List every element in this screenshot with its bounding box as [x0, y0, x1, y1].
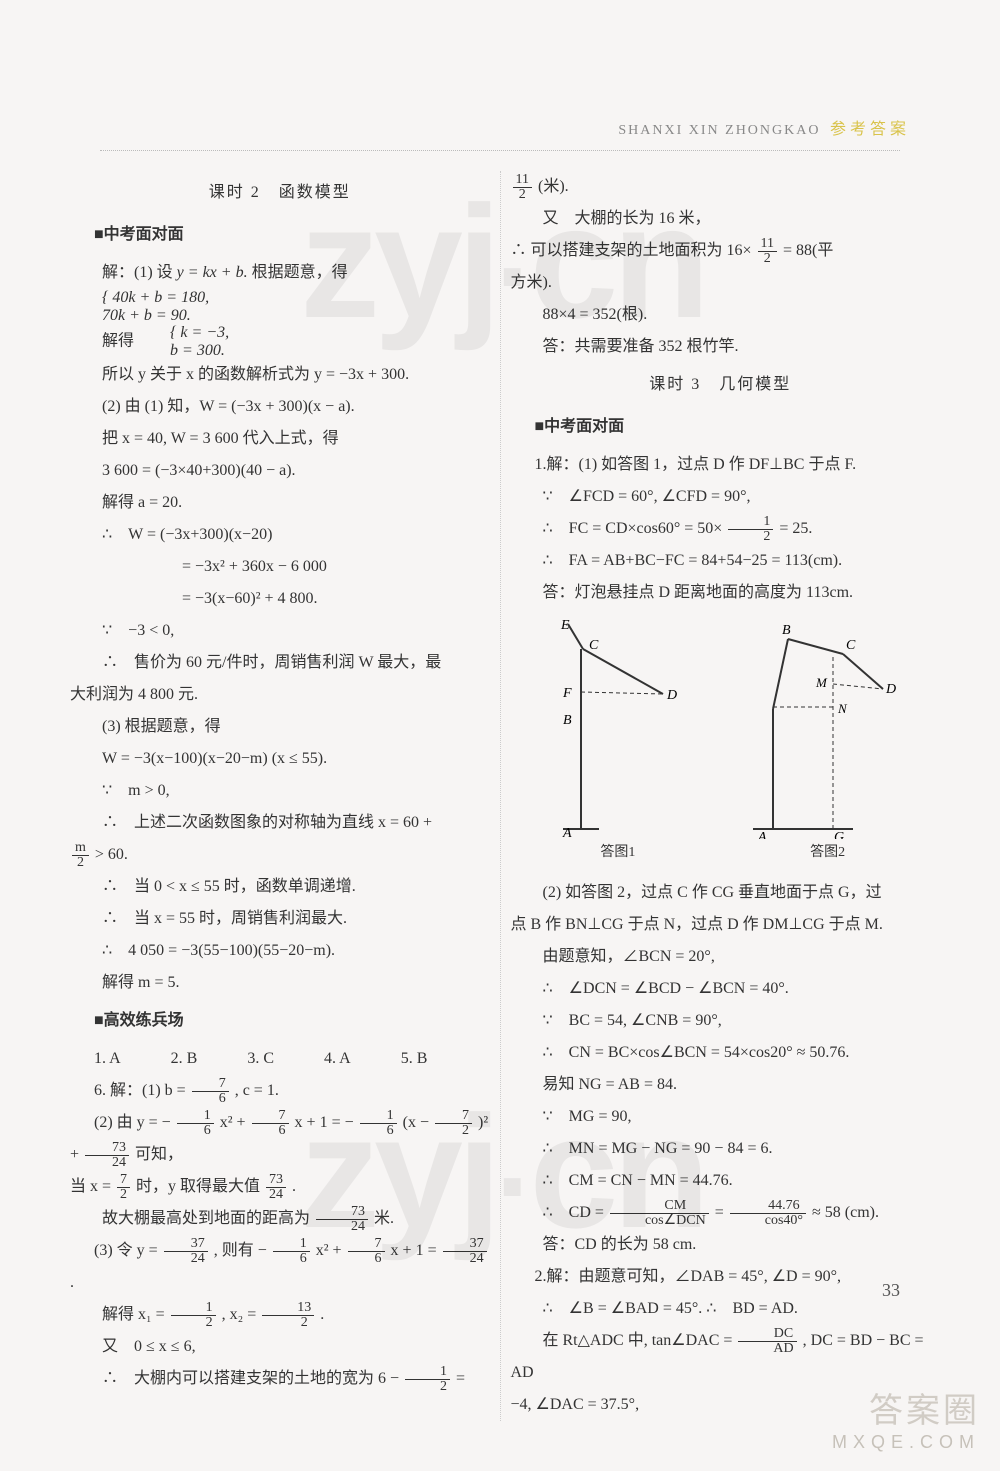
header-pinyin: SHANXI XIN ZHONGKAO	[618, 123, 820, 138]
text-line: 大利润为 4 800 元.	[70, 679, 490, 711]
two-columns: 课时 2 函数模型 ■中考面对面 解：(1) 设 y = kx + b. 根据题…	[60, 171, 940, 1421]
svg-text:A: A	[562, 826, 572, 839]
text-line: ∴ ∠DCN = ∠BCD − ∠BCN = 40°.	[511, 973, 931, 1005]
text-line: 解得 x₁ = 12 , x₂ = 132 .	[70, 1299, 490, 1331]
text-line: 3 600 = (−3×40+300)(40 − a).	[70, 455, 490, 487]
text-line: ∴ FA = AB+BC−FC = 84+54−25 = 113(cm).	[511, 545, 931, 577]
text-line: 88×4 = 352(根).	[511, 299, 931, 331]
fraction: m2	[72, 841, 89, 870]
svg-text:A: A	[757, 830, 767, 839]
text-line: ∴ 4 050 = −3(55−100)(55−20−m).	[70, 935, 490, 967]
text-line: ∴ MN = MG − NG = 90 − 84 = 6.	[511, 1133, 931, 1165]
text-line: ∴ 上述二次函数图象的对称轴为直线 x = 60 +	[70, 807, 490, 839]
text-line: 当 x = 72 时，y 取得最大值 7324 .	[70, 1171, 490, 1203]
text-line: ∴ FC = CD×cos60° = 50× 12 = 25.	[511, 513, 931, 545]
right-section-title: 课时 3 几何模型	[511, 369, 931, 401]
mc-answers: 1. A 2. B 3. C 4. A 5. B	[70, 1043, 490, 1075]
svg-text:D: D	[885, 682, 896, 697]
text-line: ∴ CN = BC×cos∠BCN = 54×cos20° ≈ 50.76.	[511, 1037, 931, 1069]
text-line: ∴ 大棚内可以搭建支架的土地的宽为 6 − 12 =	[70, 1363, 490, 1395]
svg-text:B: B	[563, 713, 572, 728]
text-line: 又 0 ≤ x ≤ 6,	[70, 1331, 490, 1363]
text-line: ∴ 可以搭建支架的土地面积为 16× 112 = 88(平	[511, 235, 931, 267]
text-line: = −3x² + 360x − 6 000	[70, 551, 490, 583]
right-head-1: ■中考面对面	[511, 411, 931, 443]
text-line: 2.解：由题意可知，∠DAB = 45°, ∠D = 90°,	[511, 1261, 931, 1293]
text-line: 答：灯泡悬挂点 D 距离地面的高度为 113cm.	[511, 577, 931, 609]
text-line: 答：CD 的长为 58 cm.	[511, 1229, 931, 1261]
left-head-2: ■高效练兵场	[70, 1005, 490, 1037]
text-line: ∴ CM = CN − MN = 44.76.	[511, 1165, 931, 1197]
text-line: 112 (米).	[511, 171, 931, 203]
page-number: 33	[882, 1280, 900, 1301]
text-line: m2 > 60.	[70, 839, 490, 871]
header-zh: 参考答案	[830, 121, 910, 138]
text-line: ∴ CD = CMcos∠DCN = 44.76cos40° ≈ 58 (cm)…	[511, 1197, 931, 1229]
svg-text:B: B	[782, 623, 791, 638]
text-line: 点 B 作 BN⊥CG 于点 N，过点 D 作 DM⊥CG 于点 M.	[511, 909, 931, 941]
text-line: 又 大棚的长为 16 米，	[511, 203, 931, 235]
svg-text:N: N	[837, 701, 848, 716]
text-line: ∴ 当 x = 55 时，周销售利润最大.	[70, 903, 490, 935]
text-line: 6. 解：(1) b = 76 , c = 1.	[70, 1075, 490, 1107]
page: SHANXI XIN ZHONGKAO 参考答案 zyj·cn zyj·cn 课…	[0, 0, 1000, 1471]
svg-text:F: F	[562, 686, 572, 701]
figure-1: E C F D B A 答图1	[533, 619, 703, 867]
left-column: 课时 2 函数模型 ■中考面对面 解：(1) 设 y = kx + b. 根据题…	[60, 171, 501, 1421]
text-line: W = −3(x−100)(x−20−m) (x ≤ 55).	[70, 743, 490, 775]
text-line: 在 Rt△ADC 中, tan∠DAC = DCAD , DC = BD − B…	[511, 1325, 931, 1389]
fig2-caption: 答图2	[748, 839, 908, 867]
top-rule	[100, 150, 900, 151]
text-line: (3) 令 y = 3724 , 则有 − 16 x² + 76 x + 1 =…	[70, 1235, 490, 1299]
page-header: SHANXI XIN ZHONGKAO 参考答案	[618, 115, 910, 139]
text-line: 答：共需要准备 352 根竹竿.	[511, 331, 931, 363]
text-line: ∵ ∠FCD = 60°, ∠CFD = 90°,	[511, 481, 931, 513]
text-line: ∴ W = (−3x+300)(x−20)	[70, 519, 490, 551]
svg-text:M: M	[815, 675, 828, 690]
figures-row: E C F D B A 答图1	[511, 619, 931, 867]
text-line: 解得 a = 20.	[70, 487, 490, 519]
right-column: 112 (米). 又 大棚的长为 16 米， ∴ 可以搭建支架的土地面积为 16…	[501, 171, 941, 1421]
text-line: 解得 m = 5.	[70, 967, 490, 999]
text-line: ∵ −3 < 0,	[70, 615, 490, 647]
text-line: 1.解：(1) 如答图 1，过点 D 作 DF⊥BC 于点 F.	[511, 449, 931, 481]
text-line: 易知 NG = AB = 84.	[511, 1069, 931, 1101]
svg-text:C: C	[846, 638, 856, 653]
svg-text:G: G	[834, 830, 844, 839]
text-line: ∵ BC = 54, ∠CNB = 90°,	[511, 1005, 931, 1037]
text-line: 故大棚最高处到地面的距高为 7324 米.	[70, 1203, 490, 1235]
svg-text:D: D	[666, 688, 677, 703]
text-line: 把 x = 40, W = 3 600 代入上式，得	[70, 423, 490, 455]
text-line: (2) 如答图 2，过点 C 作 CG 垂直地面于点 G，过	[511, 877, 931, 909]
fig2-svg: B C D M N A G	[748, 619, 908, 839]
svg-text:E: E	[560, 619, 570, 633]
text-line: 所以 y 关于 x 的函数解析式为 y = −3x + 300.	[70, 359, 490, 391]
text-line: 由题意知，∠BCN = 20°,	[511, 941, 931, 973]
text-line: ∴ 当 0 < x ≤ 55 时，函数单调递增.	[70, 871, 490, 903]
svg-text:C: C	[589, 638, 599, 653]
fig1-svg: E C F D B A	[533, 619, 703, 839]
text-line: 方米).	[511, 267, 931, 299]
text-line: ∵ MG = 90,	[511, 1101, 931, 1133]
text-line: (2) 由 y = − 16 x² + 76 x + 1 = − 16 (x −…	[70, 1107, 490, 1171]
text-line: ∵ m > 0,	[70, 775, 490, 807]
figure-2: B C D M N A G 答图2	[748, 619, 908, 867]
text-line: 解：(1) 设 y = kx + b. 根据题意，得 { 40k + b = 1…	[70, 257, 490, 324]
text-line: (2) 由 (1) 知，W = (−3x + 300)(x − a).	[70, 391, 490, 423]
text-line: (3) 根据题意，得	[70, 711, 490, 743]
text-line: 解得 { k = −3, b = 300.	[70, 324, 490, 359]
footer-watermark: 答案圈 MXQE.COM	[832, 1383, 980, 1453]
fig1-caption: 答图1	[533, 839, 703, 867]
left-head-1: ■中考面对面	[70, 219, 490, 251]
text-line: ∴ 售价为 60 元/件时，周销售利润 W 最大，最	[70, 647, 490, 679]
text-line: ∴ ∠B = ∠BAD = 45°. ∴ BD = AD.	[511, 1293, 931, 1325]
left-section-title: 课时 2 函数模型	[70, 177, 490, 209]
text-line: = −3(x−60)² + 4 800.	[70, 583, 490, 615]
